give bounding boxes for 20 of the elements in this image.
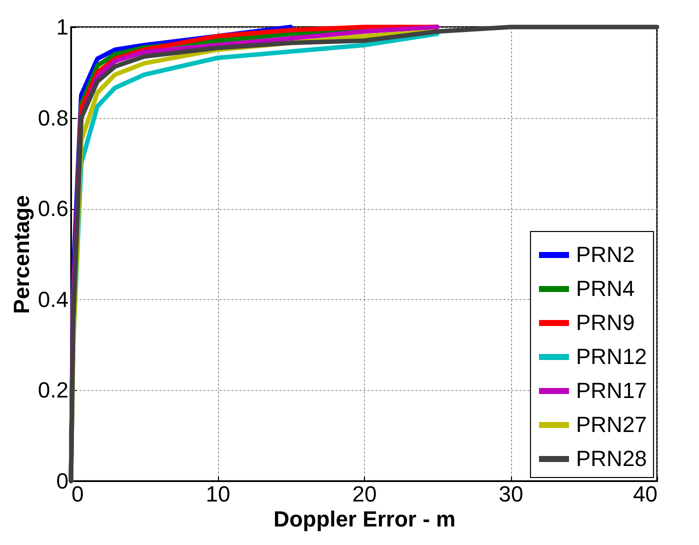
x-axis-title: Doppler Error - m xyxy=(273,506,456,532)
legend-label: PRN27 xyxy=(576,412,647,437)
y-tick-label: 0.6 xyxy=(38,196,68,222)
legend-label: PRN9 xyxy=(576,310,635,335)
y-tick-label: 0.4 xyxy=(38,286,68,312)
y-tick-label: 0.8 xyxy=(38,105,68,130)
legend-label: PRN4 xyxy=(576,276,635,301)
y-tick-label: 0.2 xyxy=(38,378,68,403)
x-tick-label: 20 xyxy=(352,482,377,506)
x-tick-label: 10 xyxy=(206,482,230,506)
legend-label: PRN12 xyxy=(576,344,647,369)
y-axis-title: Percentage xyxy=(8,195,34,314)
x-tick-label: 40 xyxy=(633,482,658,506)
x-tick-label: 0 xyxy=(72,482,84,506)
legend-label: PRN17 xyxy=(576,378,647,403)
legend-label: PRN28 xyxy=(576,446,647,471)
y-tick-label: 1 xyxy=(56,14,68,40)
line-series xyxy=(68,24,660,484)
legend-label: PRN2 xyxy=(576,242,635,267)
x-tick-label: 30 xyxy=(498,482,524,506)
